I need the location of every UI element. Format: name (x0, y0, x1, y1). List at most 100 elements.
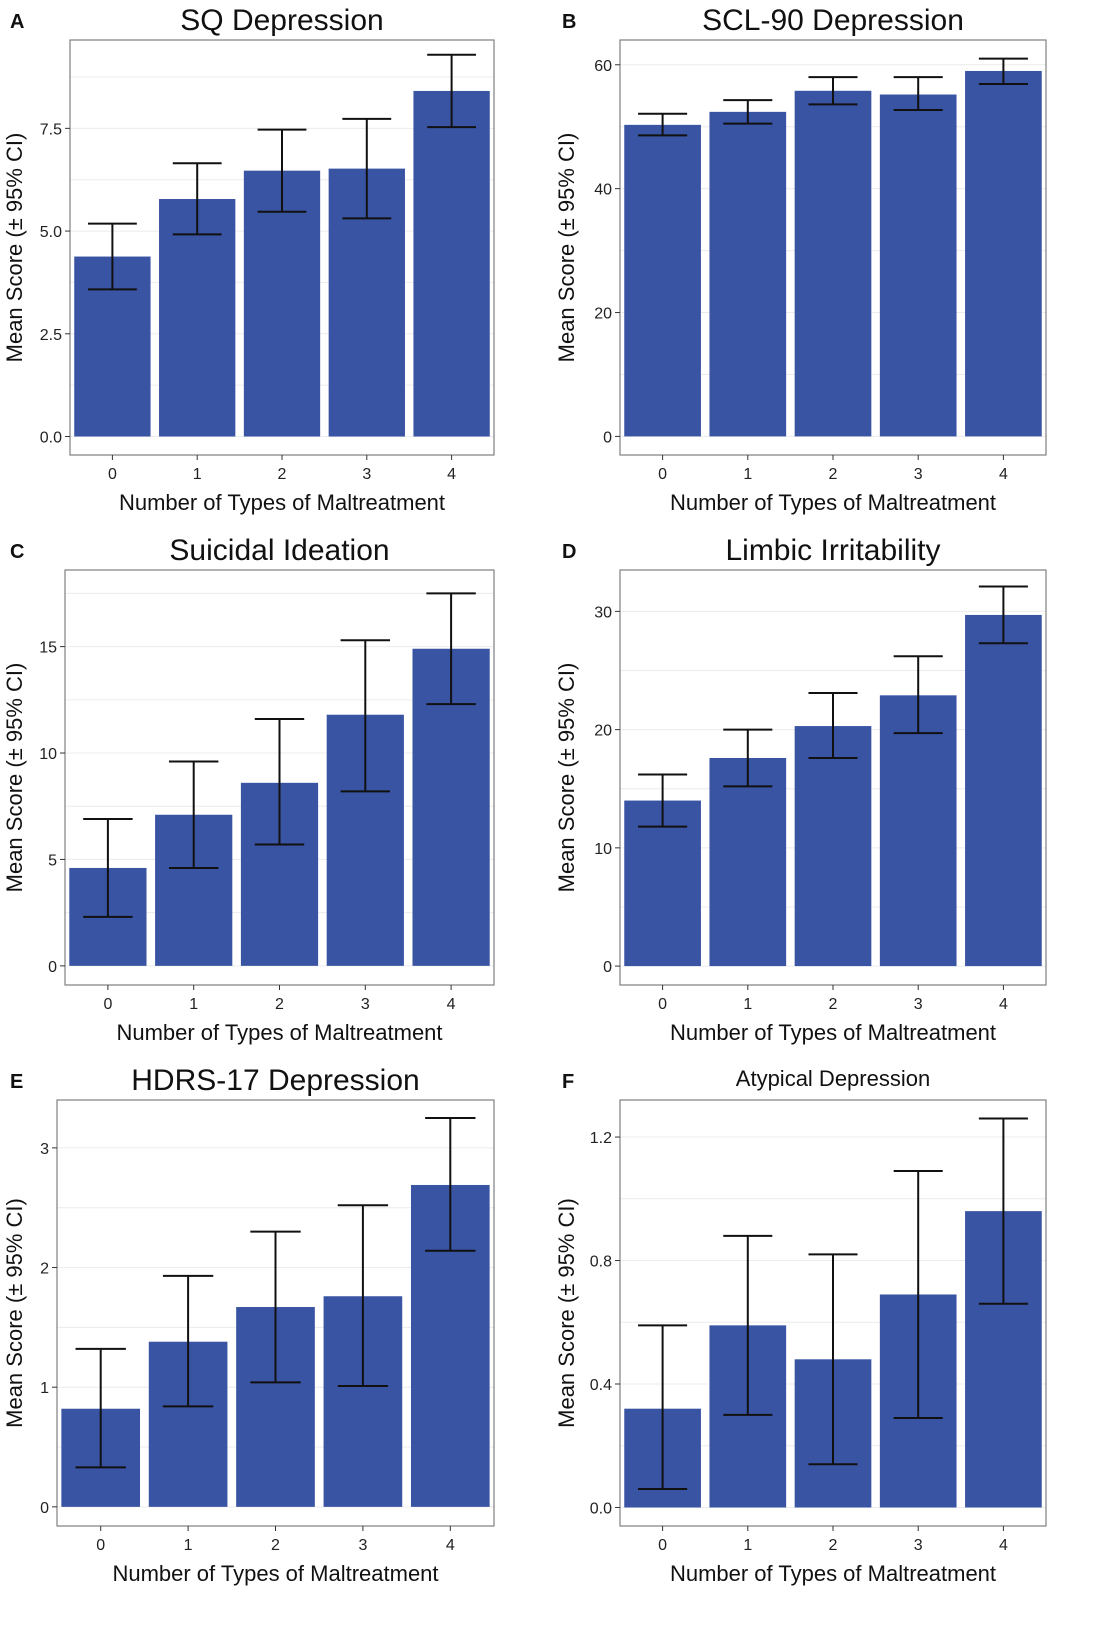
bar-1 (709, 757, 787, 967)
x-axis-label: Number of Types of Maltreatment (116, 1020, 442, 1045)
error-bar-1 (168, 760, 219, 869)
x-tick-label: 0 (108, 466, 117, 483)
x-tick-label: 4 (999, 996, 1008, 1013)
y-axis-label: Mean Score (± 95% CI) (2, 133, 27, 363)
y-tick-label: 0 (603, 959, 612, 976)
panel-letter: A (10, 11, 24, 33)
x-axis-label: Number of Types of Maltreatment (670, 1561, 996, 1586)
x-tick-label: 4 (999, 466, 1008, 483)
x-axis-label: Number of Types of Maltreatment (112, 1561, 438, 1586)
panel-letter: E (10, 1071, 23, 1093)
x-tick-label: 0 (103, 996, 112, 1013)
x-tick-label: 2 (829, 1537, 838, 1554)
error-bar-2 (254, 717, 305, 846)
y-tick-label: 0 (40, 1500, 49, 1517)
y-tick-label: 0.8 (590, 1254, 612, 1271)
y-axis-label: Mean Score (± 95% CI) (2, 1198, 27, 1428)
y-tick-label: 5 (48, 852, 57, 869)
error-bar-3 (893, 76, 943, 111)
error-bar-3 (893, 1170, 943, 1419)
chart-panel-e: E HDRS-17 Depression 0 1 2 3 0 1 2 3 4 Number of Ty… (2, 1064, 495, 1586)
y-axis-label: Mean Score (± 95% CI) (554, 1198, 579, 1428)
x-tick-label: 3 (914, 466, 923, 483)
x-tick-label: 1 (743, 466, 752, 483)
x-tick-label: 2 (829, 996, 838, 1013)
x-tick-label: 0 (658, 466, 667, 483)
error-bar-4 (978, 57, 1028, 85)
bar-2 (794, 90, 872, 437)
y-axis-label: Mean Score (± 95% CI) (554, 663, 579, 893)
x-tick-label: 0 (658, 1537, 667, 1554)
y-tick-label: 10 (594, 841, 612, 858)
x-tick-label: 1 (743, 996, 752, 1013)
panel-letter: B (562, 11, 576, 33)
y-tick-label: 3 (40, 1141, 49, 1158)
error-bar-2 (808, 1253, 858, 1466)
bar-4 (965, 70, 1042, 437)
x-tick-label: 3 (362, 466, 371, 483)
error-bar-1 (162, 1274, 214, 1408)
x-tick-label: 2 (275, 996, 284, 1013)
error-bar-4 (427, 53, 477, 129)
error-bar-0 (638, 1324, 688, 1490)
error-bar-3 (893, 655, 943, 735)
x-tick-label: 1 (189, 996, 198, 1013)
error-bar-0 (87, 222, 137, 291)
error-bar-4 (426, 592, 476, 706)
y-tick-label: 0.0 (590, 1500, 612, 1517)
error-bar-4 (978, 1117, 1028, 1305)
x-tick-label: 4 (999, 1537, 1008, 1554)
y-tick-label: 2 (40, 1261, 49, 1278)
error-bar-4 (978, 585, 1028, 645)
bar-3 (879, 695, 957, 967)
y-tick-label: 0.0 (40, 430, 62, 447)
bar-2 (794, 726, 872, 967)
chart-panel-c: C Suicidal Ideation 0 5 10 15 0 1 2 3 4 Number of T… (2, 534, 495, 1045)
x-tick-label: 3 (914, 1537, 923, 1554)
x-tick-label: 2 (278, 466, 287, 483)
chart-title: Limbic Irritability (725, 534, 940, 567)
bar-3 (879, 94, 957, 437)
y-tick-label: 30 (594, 604, 612, 621)
x-axis-label: Number of Types of Maltreatment (670, 490, 996, 515)
y-tick-label: 0 (603, 429, 612, 446)
y-tick-label: 7.5 (40, 121, 62, 138)
panel-letter: D (562, 541, 576, 563)
x-tick-label: 4 (446, 1537, 455, 1554)
y-tick-label: 40 (594, 182, 612, 199)
x-tick-label: 1 (743, 1537, 752, 1554)
x-axis-label: Number of Types of Maltreatment (119, 490, 445, 515)
bar-4 (965, 614, 1042, 967)
chart-title: Atypical Depression (736, 1066, 930, 1091)
y-tick-label: 15 (39, 640, 57, 657)
x-tick-label: 0 (96, 1537, 105, 1554)
bar-1 (159, 199, 236, 437)
y-tick-label: 5.0 (40, 224, 62, 241)
error-bar-0 (75, 1347, 126, 1469)
error-bar-2 (808, 76, 858, 106)
bar-2 (243, 170, 321, 437)
bar-0 (624, 124, 701, 437)
y-tick-label: 20 (594, 723, 612, 740)
error-bar-1 (723, 728, 773, 788)
chart-title: HDRS-17 Depression (131, 1064, 419, 1097)
error-bar-1 (723, 1234, 773, 1416)
y-tick-label: 1 (40, 1380, 49, 1397)
y-tick-label: 2.5 (40, 327, 62, 344)
x-tick-label: 1 (184, 1537, 193, 1554)
y-tick-label: 10 (39, 746, 57, 763)
x-tick-label: 3 (914, 996, 923, 1013)
error-bar-2 (808, 691, 858, 759)
error-bar-3 (342, 117, 392, 220)
chart-title: SQ Depression (180, 4, 383, 37)
error-bar-0 (83, 818, 133, 918)
x-tick-label: 2 (829, 466, 838, 483)
y-tick-label: 1.2 (590, 1130, 612, 1147)
x-tick-label: 1 (193, 466, 202, 483)
error-bar-4 (425, 1116, 476, 1252)
error-bar-1 (172, 162, 222, 236)
chart-title: Suicidal Ideation (169, 534, 389, 567)
